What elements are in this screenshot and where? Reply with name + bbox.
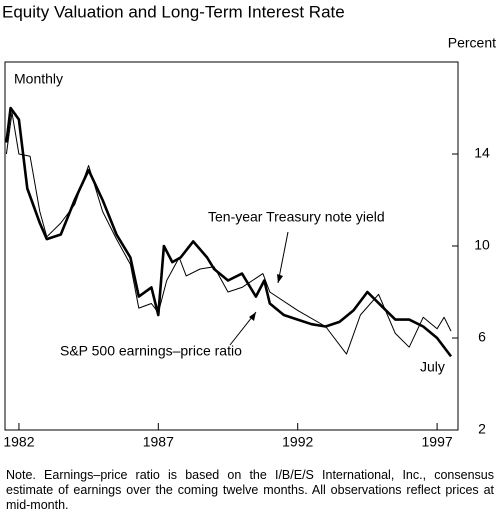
y-tick-label: 6 bbox=[478, 329, 486, 345]
y-axis-label: Percent bbox=[448, 35, 496, 51]
arrow bbox=[277, 231, 289, 284]
series-line bbox=[5, 112, 452, 355]
y-tick-label: 10 bbox=[474, 237, 490, 253]
x-tick-label: 1992 bbox=[282, 434, 313, 450]
chart: Equity Valuation and Long-Term Interest … bbox=[2, 2, 496, 450]
series-line bbox=[5, 106, 453, 358]
x-tick-label: 1982 bbox=[3, 434, 34, 450]
y-tick-label: 2 bbox=[478, 421, 486, 437]
x-tick-label: 1987 bbox=[143, 434, 174, 450]
plot-frame bbox=[4, 61, 459, 431]
series-label: Ten-year Treasury note yield bbox=[208, 209, 385, 225]
arrow-head bbox=[249, 312, 256, 321]
end-label: July bbox=[420, 359, 445, 375]
subtitle: Monthly bbox=[14, 71, 63, 87]
series-label: S&P 500 earnings–price ratio bbox=[60, 343, 242, 359]
note: Note. Earnings–price ratio is based on t… bbox=[6, 468, 494, 512]
arrow-head bbox=[277, 274, 283, 283]
y-tick-label: 14 bbox=[474, 145, 490, 161]
chart-title: Equity Valuation and Long-Term Interest … bbox=[2, 2, 345, 21]
x-tick-label: 1997 bbox=[422, 434, 453, 450]
